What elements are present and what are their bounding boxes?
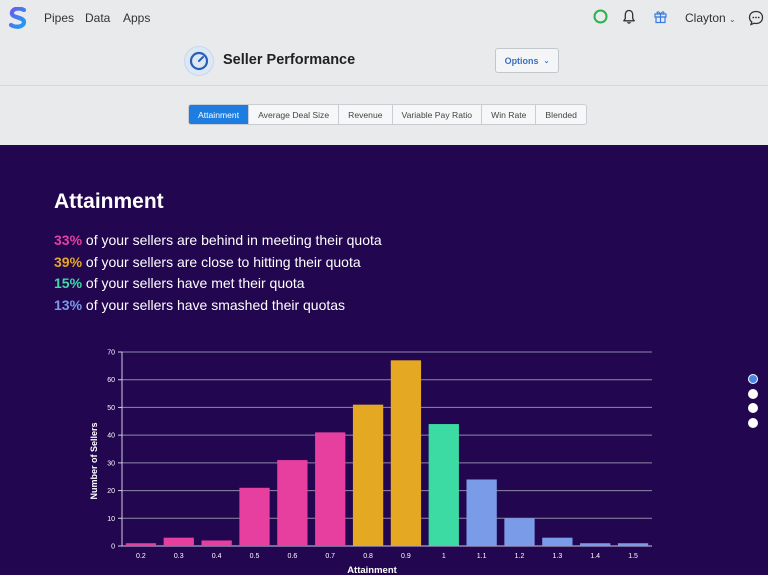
tab-variable-pay-ratio[interactable]: Variable Pay Ratio: [393, 105, 483, 124]
tab-average-deal-size[interactable]: Average Deal Size: [249, 105, 340, 124]
chevron-down-icon: ⌄: [543, 57, 550, 65]
y-tick-label: 30: [107, 460, 115, 467]
page-title: Seller Performance: [223, 52, 356, 68]
app-logo[interactable]: [9, 7, 27, 29]
stat-text: of your sellers are behind in meeting th…: [85, 232, 382, 248]
x-tick-label: 0.9: [401, 553, 411, 560]
stat-line-met: 15% of your sellers have met their quota: [54, 275, 305, 291]
x-tick-label: 1.3: [552, 553, 562, 560]
x-tick-label: 1.2: [515, 553, 525, 560]
slide-pager: [748, 374, 758, 432]
x-tick-label: 1.5: [628, 553, 638, 560]
stat-text: of your sellers have smashed their quota…: [85, 297, 346, 313]
y-tick-label: 70: [107, 350, 115, 357]
nav-link-apps[interactable]: Apps: [123, 11, 151, 25]
bar: [466, 479, 497, 546]
stat-line-behind: 33% of your sellers are behind in meetin…: [54, 232, 382, 248]
bar: [277, 460, 308, 546]
stat-pct: 15%: [54, 275, 83, 291]
speedometer-icon: [184, 46, 214, 76]
x-tick-label: 0.5: [250, 553, 260, 560]
bar: [504, 518, 535, 546]
bar: [428, 424, 459, 546]
y-tick-label: 0: [111, 544, 115, 551]
tab-blended[interactable]: Blended: [545, 109, 577, 120]
x-tick-label: 1: [442, 553, 446, 560]
y-tick-label: 40: [107, 433, 115, 440]
bar: [315, 432, 346, 546]
pager-dot[interactable]: [748, 403, 758, 413]
x-tick-label: 1.1: [477, 553, 487, 560]
stat-text: of your sellers are close to hitting the…: [85, 254, 361, 270]
tab-win-rate[interactable]: Win Rate: [482, 105, 537, 124]
pager-dot[interactable]: [748, 374, 758, 384]
pager-dot[interactable]: [748, 388, 758, 399]
bar: [163, 537, 194, 546]
bar: [125, 543, 157, 546]
chat-icon[interactable]: [748, 10, 764, 26]
bar: [239, 487, 270, 546]
bell-icon[interactable]: [622, 9, 636, 25]
user-menu[interactable]: Clayton ⌄: [685, 11, 736, 25]
bar: [542, 537, 573, 546]
stat-pct: 33%: [54, 232, 83, 248]
stat-pct: 13%: [54, 297, 83, 313]
top-navbar: Pipes Data Apps Clayton ⌄: [0, 0, 768, 38]
bar: [390, 360, 422, 546]
x-axis-label: Attainment: [347, 565, 397, 575]
metric-tabs: Attainment Average Deal Size Revenue Var…: [188, 104, 587, 125]
x-tick-label: 0.4: [212, 553, 222, 560]
stat-text: of your sellers have met their quota: [85, 275, 305, 291]
y-tick-label: 60: [107, 377, 115, 384]
panel-title: Attainment: [54, 190, 164, 213]
attainment-histogram: 0 10 20 30 40 50 60 70 0.2 0.3 0.4 0.5 0.6 0.7 0.8 0.9 1…: [89, 350, 652, 575]
x-tick-label: 0.2: [136, 553, 146, 560]
x-tick-label: 0.6: [287, 553, 297, 560]
y-tick-label: 20: [107, 488, 115, 495]
tab-attainment[interactable]: Attainment: [189, 105, 250, 124]
y-axis-label: Number of Sellers: [89, 422, 99, 499]
nav-link-pipes[interactable]: Pipes: [44, 11, 75, 25]
bar: [617, 543, 649, 546]
x-tick-label: 0.7: [325, 553, 335, 560]
bar: [352, 404, 384, 546]
chevron-down-icon: ⌄: [729, 15, 736, 24]
y-tick-label: 50: [107, 405, 115, 412]
options-button[interactable]: Options ⌄: [495, 48, 559, 73]
attainment-panel: Attainment 33% of your sellers are behin…: [0, 145, 768, 575]
page-header: Seller Performance Options ⌄: [0, 38, 768, 86]
user-name: Clayton: [685, 11, 726, 25]
x-tick-label: 0.3: [174, 553, 184, 560]
pager-dot[interactable]: [748, 417, 758, 428]
x-tick-label: 0.8: [363, 553, 373, 560]
bar: [201, 540, 232, 546]
gift-icon[interactable]: [653, 9, 668, 24]
bar: [580, 543, 611, 546]
stat-line-close: 39% of your sellers are close to hitting…: [54, 254, 361, 270]
x-tick-label: 1.4: [590, 553, 600, 560]
tab-revenue[interactable]: Revenue: [339, 105, 393, 124]
nav-link-data[interactable]: Data: [85, 11, 111, 25]
options-label: Options: [504, 55, 539, 66]
y-tick-label: 10: [107, 516, 115, 523]
stat-line-smashed: 13% of your sellers have smashed their q…: [54, 297, 345, 313]
status-circle-icon[interactable]: [593, 9, 608, 24]
stat-pct: 39%: [54, 254, 83, 270]
